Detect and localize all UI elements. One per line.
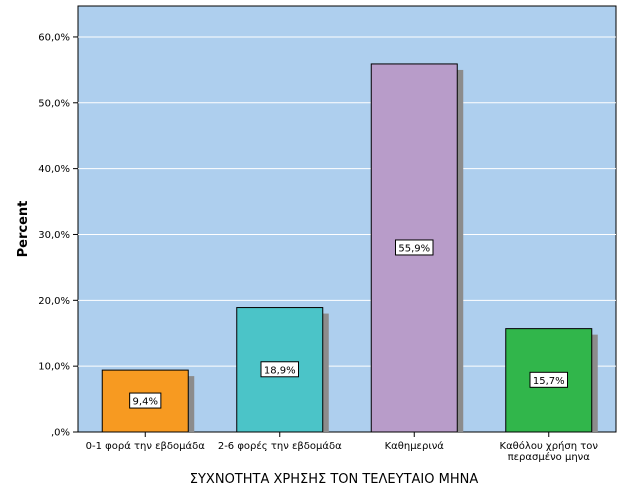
y-tick-label: 20,0% bbox=[38, 296, 70, 307]
data-label-box bbox=[395, 239, 434, 256]
data-label: 55,9% bbox=[398, 243, 430, 254]
y-tick-label: ,0% bbox=[51, 428, 70, 439]
y-tick-label: 50,0% bbox=[38, 98, 70, 109]
y-axis-ticks: ,0% 10,0% 20,0% 30,0% 40,0% 50,0% 60,0% bbox=[38, 32, 78, 439]
y-tick-label: 30,0% bbox=[38, 230, 70, 241]
data-label-box bbox=[129, 392, 162, 409]
y-tick-label: 60,0% bbox=[38, 32, 70, 43]
y-axis-label: Percent bbox=[16, 201, 31, 258]
data-label: 15,7% bbox=[533, 376, 565, 387]
x-axis-label: ΣΥΧΝΟΤΗΤΑ ΧΡΗΣΗΣ ΤΟΝ ΤΕΛΕΥΤΑΙΟ ΜΗΝΑ bbox=[190, 472, 479, 487]
y-tick-label: 10,0% bbox=[38, 362, 70, 373]
x-tick-label: περασμένο μηνα bbox=[508, 451, 591, 463]
x-tick-label: 0-1 φορά την εβδομάδα bbox=[86, 440, 206, 452]
data-label-box bbox=[260, 361, 299, 378]
x-axis-tick-labels: 0-1 φορά την εβδομάδα 2-6 φορές την εβδομ… bbox=[86, 432, 599, 463]
y-tick-label: 40,0% bbox=[38, 164, 70, 175]
x-tick-label: Καθόλου χρήση τον bbox=[500, 440, 599, 452]
x-tick-label: 2-6 φορές την εβδομάδα bbox=[218, 440, 342, 452]
data-label: 18,9% bbox=[264, 365, 296, 376]
data-label: 9,4% bbox=[133, 397, 158, 408]
data-label-box bbox=[529, 371, 568, 388]
bars: 9,4% 18,9% 55,9% 15,7% bbox=[101, 63, 598, 433]
x-tick-label: Καθημερινά bbox=[385, 440, 445, 452]
